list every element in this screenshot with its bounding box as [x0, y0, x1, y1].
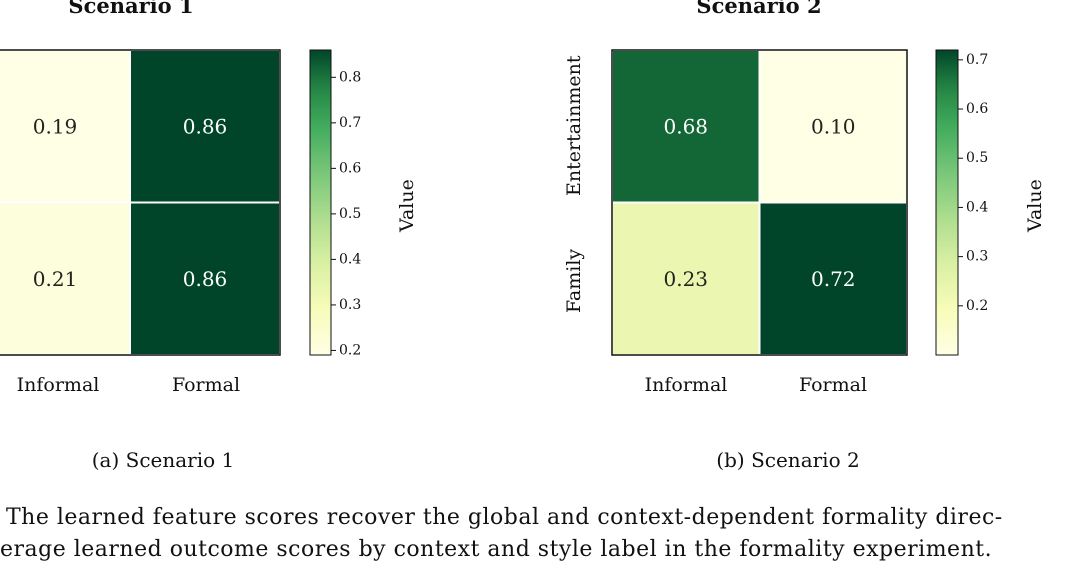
heatmap-2-value-r0-c1: 0.10	[811, 114, 856, 138]
y-tick-entertainment-2: Entertainment	[563, 55, 585, 196]
heatmap-1-value-r1-c1: 0.86	[183, 267, 228, 291]
heatmap-2: 0.68 0.10 0.23 0.72 0.2 0.3 0.4 0.5 0.6 0.7	[611, 49, 988, 356]
colorbar-2-tick-label-0: 0.2	[966, 298, 988, 314]
heatmap-1-border	[0, 49, 281, 356]
colorbar-1-tick-label-4: 0.6	[339, 160, 361, 176]
colorbar-2-tick-label-5: 0.7	[966, 52, 988, 68]
heatmap-2-border	[611, 49, 908, 356]
heatmap-1-cell-r0-c1	[129, 49, 281, 204]
heatmap-1-value-r1-c0: 0.21	[33, 267, 78, 291]
heatmap-1-value-r0-c1: 0.86	[183, 114, 228, 138]
heatmap-2-value-r0-c0: 0.68	[663, 114, 708, 138]
heatmap-2-cell-r0-c0	[611, 49, 761, 204]
chart-title-2: Scenario 2	[696, 0, 822, 18]
colorbar-1-tick-label-5: 0.7	[339, 115, 361, 131]
colorbar-1-tick-label-1: 0.3	[339, 297, 361, 313]
colorbar-2-tick-label-1: 0.3	[966, 249, 988, 265]
figure-caption-line-2: erage learned outcome scores by context …	[0, 537, 993, 562]
figure-caption-line-1: The learned feature scores recover the g…	[6, 505, 1003, 530]
subcaption-b: (b) Scenario 2	[716, 448, 860, 472]
colorbar-2-tick-label-2: 0.4	[966, 199, 988, 215]
colorbar-2	[935, 49, 959, 356]
colorbar-label-1: Value	[396, 179, 418, 232]
colorbar-1-tick-label-3: 0.5	[339, 206, 361, 222]
y-tick-family-2: Family	[563, 248, 585, 313]
heatmap-1: 0.19 0.86 0.21 0.86 0.2 0.3 0.4 0.5 0.6 0.7 0.8	[0, 49, 361, 358]
colorbar-2-tick-label-3: 0.5	[966, 150, 988, 166]
x-tick-informal-2: Informal	[644, 374, 728, 396]
subcaption-a: (a) Scenario 1	[91, 448, 235, 472]
x-tick-informal-1: Informal	[16, 374, 100, 396]
colorbar-1-tick-label-0: 0.2	[339, 342, 361, 358]
colorbar-label-2: Value	[1024, 179, 1046, 232]
x-tick-formal-1: Formal	[171, 374, 241, 396]
heatmap-2-value-r1-c0: 0.23	[663, 267, 708, 291]
heatmap-2-cell-r1-c1	[758, 201, 908, 356]
colorbar-1-tick-label-2: 0.4	[339, 251, 361, 267]
heatmap-2-value-r1-c1: 0.72	[811, 267, 856, 291]
colorbar-1-tick-label-6: 0.8	[339, 69, 361, 85]
x-tick-formal-2: Formal	[798, 374, 868, 396]
colorbar-2-tick-label-4: 0.6	[966, 101, 988, 117]
chart-title-1: Scenario 1	[68, 0, 194, 18]
colorbar-1	[309, 49, 332, 356]
heatmap-1-value-r0-c0: 0.19	[33, 114, 78, 138]
